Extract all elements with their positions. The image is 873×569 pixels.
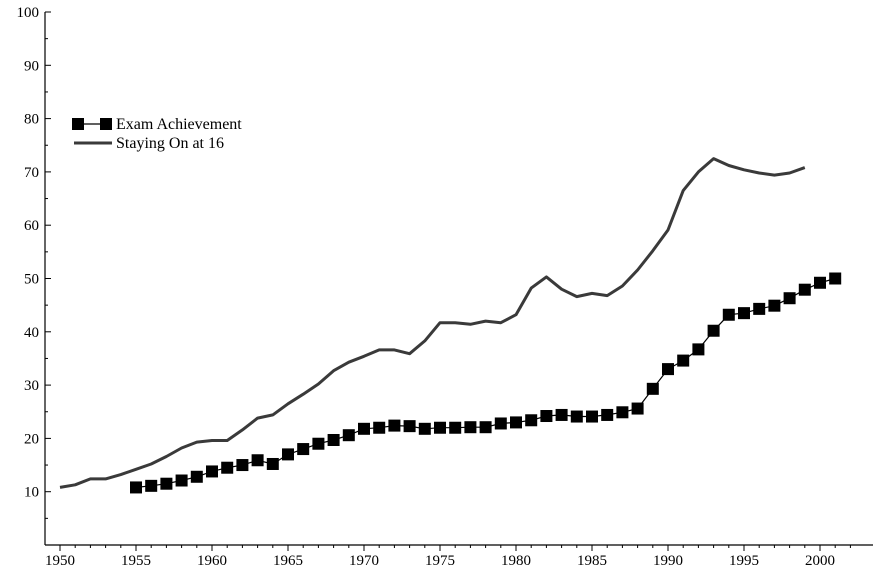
y-tick-label: 100 [17, 5, 40, 21]
legend-label: Staying On at 16 [116, 135, 224, 152]
exam-achievement-point [540, 410, 553, 423]
exam-achievement-point [631, 402, 644, 415]
x-tick-label: 1980 [501, 553, 531, 569]
x-tick-label: 1965 [273, 553, 303, 569]
y-tick-label: 10 [24, 485, 39, 501]
exam-achievement-point [814, 276, 826, 289]
exam-achievement-point [829, 272, 842, 285]
y-tick-label: 40 [24, 325, 39, 341]
exam-achievement-point [753, 302, 766, 315]
exam-achievement-point [130, 481, 142, 494]
exam-achievement-point [707, 324, 720, 337]
exam-achievement-point [190, 470, 203, 483]
exam-achievement-point [358, 422, 370, 435]
exam-achievement-point [768, 299, 781, 312]
exam-achievement-point [479, 421, 492, 434]
y-tick-label: 80 [24, 112, 39, 128]
exam-achievement-point [692, 343, 705, 356]
exam-achievement-point [312, 437, 325, 450]
exam-achievement-point [525, 414, 538, 427]
exam-achievement-point [494, 417, 507, 430]
exam-achievement-point [601, 408, 614, 421]
exam-achievement-point [297, 443, 310, 456]
x-tick-label: 1955 [121, 553, 151, 569]
staying-on-line [59, 157, 806, 489]
exam-achievement-point [373, 421, 386, 434]
ticks: 1950 1955 1960 1965 1970 1975 1980 1985 1990 1995… [17, 5, 851, 569]
exam-achievement-point [403, 420, 416, 433]
exam-achievement-point [145, 479, 158, 492]
exam-achievement-point [327, 433, 340, 446]
exam-achievement-point [418, 422, 431, 435]
y-tick-label: 60 [24, 218, 39, 234]
exam-achievement-point [251, 454, 264, 467]
exam-achievement-point [722, 308, 735, 321]
y-tick-label: 70 [24, 165, 39, 181]
x-tick-label: 2000 [805, 553, 835, 569]
x-tick-label: 1960 [197, 553, 227, 569]
y-tick-label: 50 [24, 272, 39, 288]
series-layer [59, 157, 842, 494]
exam-achievement-point [342, 429, 355, 442]
exam-achievement-point [388, 419, 401, 432]
exam-achievement-point [646, 382, 659, 395]
y-tick-label: 30 [24, 378, 39, 394]
legend: Exam Achievement Staying On at 16 [72, 116, 242, 152]
exam-achievement-point [266, 457, 279, 470]
legend-marker-exam [72, 118, 84, 130]
exam-achievement-point [221, 461, 234, 474]
legend-label: Exam Achievement [116, 116, 242, 133]
exam-achievement-point [738, 307, 750, 320]
exam-achievement-point [206, 465, 218, 478]
exam-achievement-point [236, 459, 249, 472]
exam-achievement-point [434, 421, 446, 434]
x-tick-label: 1995 [729, 553, 759, 569]
x-tick-label: 1970 [349, 553, 379, 569]
exam-achievement-point [510, 416, 522, 429]
legend-marker-exam [100, 118, 112, 130]
exam-achievement-point [677, 354, 690, 367]
x-tick-label: 1985 [577, 553, 607, 569]
x-tick-label: 1975 [425, 553, 455, 569]
exam-achievement-point [570, 410, 583, 423]
axes [44, 12, 873, 546]
exam-achievement-point [783, 292, 796, 305]
exam-achievement-point [449, 421, 462, 434]
y-tick-label: 20 [24, 431, 39, 447]
exam-achievement-point [555, 408, 568, 421]
exam-achievement-point [175, 474, 188, 487]
exam-achievement-point [282, 448, 294, 461]
exam-achievement-point [586, 410, 598, 423]
x-tick-label: 1950 [45, 553, 75, 569]
exam-achievement-point [160, 477, 173, 490]
exam-achievement-point [464, 421, 477, 434]
exam-achievement-point [616, 406, 629, 419]
exam-achievement-point [798, 283, 811, 296]
x-tick-label: 1990 [653, 553, 683, 569]
y-tick-label: 90 [24, 58, 39, 74]
exam-achievement-point [662, 363, 674, 376]
